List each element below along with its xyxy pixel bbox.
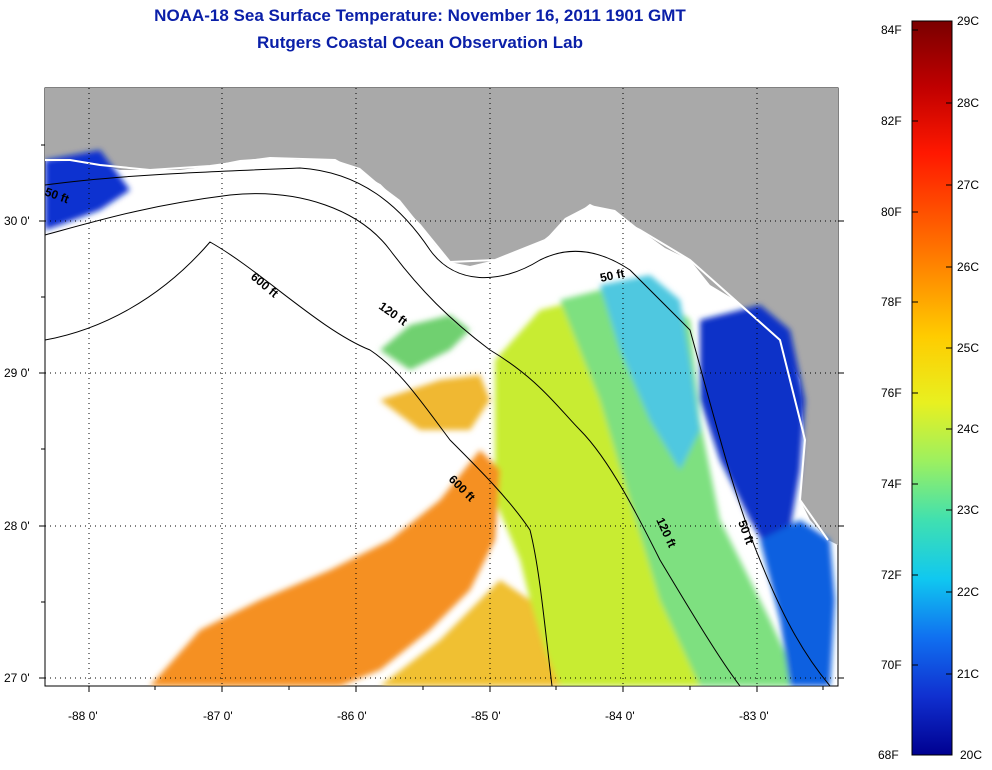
colorbar-f-label: 84F	[881, 23, 902, 37]
sst-patch-cold-blue	[700, 305, 805, 555]
colorbar-c-label: 21C	[957, 667, 980, 681]
colorbar-c-label: 28C	[957, 96, 980, 110]
land-mass	[45, 88, 838, 545]
longitude-tick-label: -85 0'	[471, 709, 501, 723]
sst-patch-nw-blue	[45, 150, 130, 230]
longitude-tick-label: -86 0'	[337, 709, 367, 723]
longitude-tick-label: -84 0'	[605, 709, 635, 723]
sst-patch-yellow-south	[380, 580, 560, 686]
colorbar-f-label: 82F	[881, 114, 902, 128]
grid	[45, 88, 838, 686]
sst-patch-blue-south	[760, 520, 835, 686]
sst-patch-orange	[150, 450, 500, 686]
colorbar-c-label: 22C	[957, 585, 980, 599]
sst-patch-yellow-mid	[380, 375, 490, 430]
latitude-tick-label: 27 0'	[4, 671, 30, 685]
longitude-tick-label: -87 0'	[203, 709, 233, 723]
latitude-tick-label: 30 0'	[4, 214, 30, 228]
tick-marks	[39, 144, 844, 692]
colorbar-f-label: 74F	[881, 477, 902, 491]
coastline	[45, 156, 829, 541]
colorbar	[911, 20, 953, 756]
colorbar-f-label: 78F	[881, 295, 902, 309]
colorbar-c-label: 20C	[960, 748, 983, 762]
longitude-tick-label: -83 0'	[739, 709, 769, 723]
colorbar-c-label: 23C	[957, 503, 980, 517]
latitude-tick-label: 29 0'	[4, 366, 30, 380]
isobath-50ft-west	[45, 167, 831, 686]
colorbar-f-label: 72F	[881, 568, 902, 582]
colorbar-c-label: 26C	[957, 260, 980, 274]
map-title: NOAA-18 Sea Surface Temperature: Novembe…	[154, 6, 686, 25]
colorbar-c-label: 27C	[957, 178, 980, 192]
colorbar-f-label: 70F	[881, 658, 902, 672]
colorbar-c-label: 29C	[957, 14, 980, 28]
latitude-tick-label: 28 0'	[4, 519, 30, 533]
colorbar-c-label: 25C	[957, 341, 980, 355]
map-subtitle: Rutgers Coastal Ocean Observation Lab	[257, 33, 583, 52]
colorbar-f-label: 80F	[881, 205, 902, 219]
isobath-120ft	[45, 193, 741, 686]
colorbar-f-label: 76F	[881, 386, 902, 400]
longitude-tick-label: -88 0'	[68, 709, 98, 723]
colorbar-c-label: 24C	[957, 422, 980, 436]
sst-patch-green-small	[380, 315, 470, 370]
isobath-label: 50 ft	[599, 266, 626, 285]
sst-patch-shelf-east	[560, 280, 800, 686]
colorbar-ticks	[912, 20, 952, 675]
isobath-600ft	[45, 241, 553, 686]
sst-data-layer	[45, 150, 835, 686]
colorbar-f-label: 68F	[878, 748, 899, 762]
